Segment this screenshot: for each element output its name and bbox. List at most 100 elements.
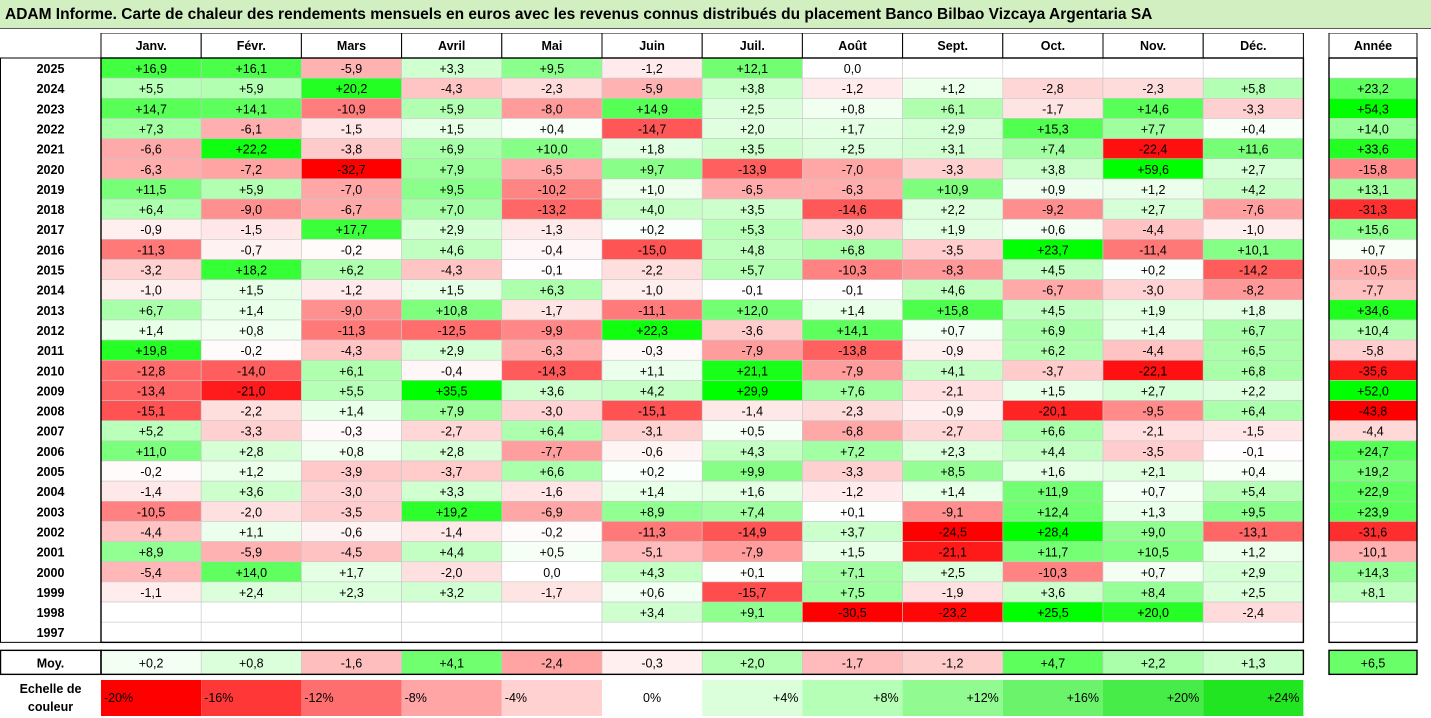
annual-value: +24,7 xyxy=(1357,445,1389,459)
month-header: Juil. xyxy=(740,39,765,53)
cell-value: +1,4 xyxy=(940,485,965,499)
cell-value: -6,7 xyxy=(1042,284,1064,298)
average-value: -1,6 xyxy=(341,656,363,670)
cell-value: +18,2 xyxy=(235,264,267,278)
cell-value: -3,0 xyxy=(842,223,864,237)
cell-value: +5,2 xyxy=(139,425,164,439)
average-cell xyxy=(301,650,402,675)
cell-value: -3,7 xyxy=(441,465,463,479)
cell-value: -4,3 xyxy=(341,344,363,358)
cell-value: +11,9 xyxy=(1038,485,1069,499)
cell-value: +2,8 xyxy=(439,445,464,459)
cell-value: +4,8 xyxy=(740,243,765,257)
cell-value: +2,0 xyxy=(740,122,765,136)
cell-value: +14,9 xyxy=(636,102,668,116)
scale-stop-label: -20% xyxy=(104,691,133,705)
cell-value: -15,1 xyxy=(638,405,667,419)
scale-swatch xyxy=(902,680,1003,716)
cell-value: -10,3 xyxy=(1039,566,1068,580)
cell-value: +15,3 xyxy=(1037,122,1069,136)
cell-value: -6,3 xyxy=(541,344,563,358)
year-header: Année xyxy=(1354,39,1392,53)
scale-stop-label: -8% xyxy=(405,691,427,705)
month-header-cell xyxy=(1202,33,1304,59)
cell-value: -0,2 xyxy=(341,243,363,257)
row-year-label: 2003 xyxy=(37,505,65,519)
average-cell xyxy=(1002,650,1104,675)
month-header-cell xyxy=(501,33,603,59)
cell-value: -8,3 xyxy=(942,264,964,278)
annual-value: +10,4 xyxy=(1357,324,1389,338)
cell-value: +1,5 xyxy=(1041,384,1066,398)
cell-value: -6,3 xyxy=(842,183,864,197)
cell-value: -3,3 xyxy=(241,425,263,439)
average-value: +2,2 xyxy=(1141,656,1166,670)
cell-value: +7,6 xyxy=(840,384,865,398)
cell-value: +14,7 xyxy=(135,102,167,116)
cell-value: -3,9 xyxy=(341,465,363,479)
cell-value: -2,3 xyxy=(1142,82,1164,96)
scale-label-line2: couleur xyxy=(28,700,73,714)
average-value: +0,8 xyxy=(239,656,264,670)
cell-value: +3,7 xyxy=(840,525,865,539)
cell-value: -2,7 xyxy=(942,425,964,439)
cell-value: -13,8 xyxy=(838,344,867,358)
average-value: +4,7 xyxy=(1041,656,1066,670)
row-year-label: 2001 xyxy=(37,546,65,560)
month-header-cell xyxy=(902,33,1004,59)
cell-value: +7,0 xyxy=(439,203,464,217)
row-year-label: 2018 xyxy=(37,203,65,217)
cell-value: +3,5 xyxy=(740,203,765,217)
cell-value: -11,4 xyxy=(1139,243,1167,257)
annual-value: +52,0 xyxy=(1357,384,1389,398)
chart-title: ADAM Informe. Carte de chaleur des rende… xyxy=(0,0,1431,29)
month-header-cell xyxy=(200,33,302,59)
cell-value: -1,5 xyxy=(1243,425,1265,439)
cell-value: -2,8 xyxy=(1042,82,1064,96)
cell-value: -7,2 xyxy=(241,163,263,177)
cell-value: +7,4 xyxy=(1041,143,1066,157)
cell-value: +0,5 xyxy=(540,546,565,560)
cell-value: -3,3 xyxy=(1243,102,1265,116)
cell-value: +0,8 xyxy=(239,324,264,338)
scale-stop-label: +4% xyxy=(773,691,798,705)
cell-value: -4,4 xyxy=(1142,223,1164,237)
cell-value: +9,7 xyxy=(640,163,665,177)
row-year-label: 2016 xyxy=(37,243,65,257)
cell-value: +6,5 xyxy=(1241,344,1266,358)
heatmap-cell xyxy=(501,601,603,623)
cell-value: +2,4 xyxy=(239,586,264,600)
cell-value: -1,7 xyxy=(541,304,563,318)
cell-value: +14,1 xyxy=(837,324,869,338)
cell-value: +0,8 xyxy=(840,102,865,116)
cell-value: -0,9 xyxy=(140,223,162,237)
cell-value: -3,6 xyxy=(742,324,764,338)
cell-value: -2,0 xyxy=(441,566,463,580)
annual-value: +19,2 xyxy=(1357,465,1389,479)
cell-value: -11,3 xyxy=(638,525,666,539)
heatmap-cell xyxy=(802,621,903,643)
annual-cell xyxy=(1328,621,1418,643)
scale-swatch xyxy=(501,680,602,716)
average-value: +1,3 xyxy=(1241,656,1266,670)
heatmap-cell xyxy=(1002,621,1104,643)
cell-value: 0,0 xyxy=(543,566,560,580)
average-cell xyxy=(401,650,503,675)
average-row-label: Moy. xyxy=(37,656,65,670)
cell-value: -1,9 xyxy=(942,586,964,600)
cell-value: -22,1 xyxy=(1139,364,1168,378)
cell-value: +10,9 xyxy=(937,183,969,197)
cell-value: +2,9 xyxy=(1241,566,1266,580)
scale-swatch xyxy=(401,680,502,716)
cell-value: +2,2 xyxy=(940,203,965,217)
cell-value: +5,9 xyxy=(239,183,264,197)
cell-value: +11,0 xyxy=(136,445,167,459)
annual-value: -15,8 xyxy=(1359,163,1388,177)
cell-value: -10,2 xyxy=(538,183,567,197)
average-cell xyxy=(1102,650,1204,675)
cell-value: -6,9 xyxy=(541,505,563,519)
cell-value: -9,0 xyxy=(241,203,263,217)
cell-value: +3,6 xyxy=(540,384,565,398)
cell-value: +3,6 xyxy=(239,485,264,499)
cell-value: +8,5 xyxy=(940,465,965,479)
